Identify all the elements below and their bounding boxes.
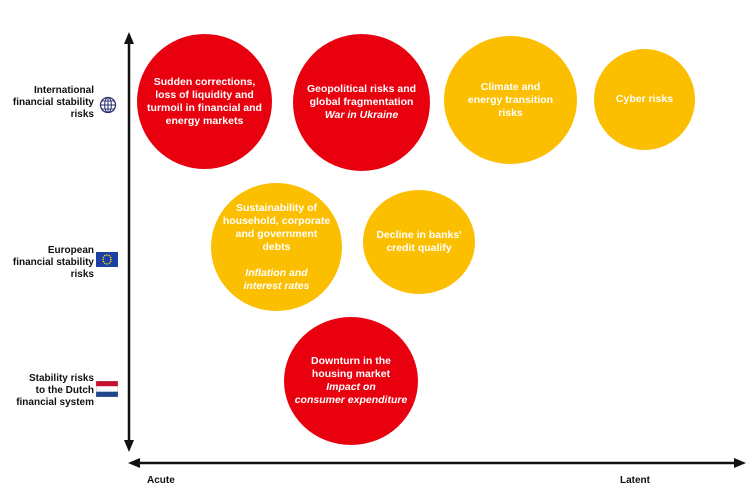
risk-text: and government debts xyxy=(235,227,318,253)
globe-icon xyxy=(99,96,117,114)
axis-arrow-left-icon xyxy=(128,458,140,468)
risk-bubble-geopolitical: Geopolitical risks and global fragmentat… xyxy=(293,34,430,171)
risk-text: Downturn in the xyxy=(311,355,391,367)
risk-text: turmoil in financial and xyxy=(147,101,262,114)
axis-label-acute: Acute xyxy=(147,475,175,486)
eu-flag-icon xyxy=(96,252,118,267)
row-label-line: Stability risks xyxy=(28,373,94,384)
axis-arrow-up-icon xyxy=(124,32,134,44)
risk-text: risks xyxy=(498,106,523,119)
risk-text: global fragmentation xyxy=(309,96,414,108)
row-label-line: risks xyxy=(70,109,94,120)
risk-bubble-banks: Decline in banks' credit qualify xyxy=(363,190,475,294)
risk-text: Sudden corrections, xyxy=(153,75,256,88)
row-label-european: European financial stability risks xyxy=(10,245,94,281)
vertical-axis xyxy=(124,32,134,452)
row-label-line: International xyxy=(33,85,94,96)
risk-subtext: consumer expenditure xyxy=(294,394,408,406)
row-label-line: financial stability xyxy=(12,97,94,108)
risk-subtext: interest rates xyxy=(243,279,310,292)
axis-label-latent: Latent xyxy=(620,475,650,486)
risk-text: Geopolitical risks and xyxy=(306,83,417,95)
row-label-line: European xyxy=(47,245,94,256)
risk-text: housing market xyxy=(311,368,391,380)
risk-text: Cyber risks xyxy=(615,93,674,105)
row-label-line: financial stability xyxy=(12,257,94,268)
row-label-dutch: Stability risks to the Dutch financial s… xyxy=(10,373,94,409)
risk-text: energy markets xyxy=(165,114,244,127)
axis-arrow-down-icon xyxy=(124,440,134,452)
risk-bubble-cyber: Cyber risks xyxy=(594,49,695,150)
risk-bubble-housing: Downturn in the housing market Impact on… xyxy=(284,317,418,445)
row-label-line: to the Dutch xyxy=(35,385,94,396)
risk-subtext: Inflation and xyxy=(245,266,308,279)
axis-arrow-right-icon xyxy=(734,458,746,468)
risk-text: household, corporate xyxy=(222,214,331,227)
risk-subtext: Impact on xyxy=(326,381,376,393)
netherlands-flag-icon xyxy=(96,381,118,397)
risk-subtext: War in Ukraine xyxy=(324,109,399,121)
horizontal-axis xyxy=(128,458,746,468)
risk-text: Climate and xyxy=(480,80,541,93)
row-label-line: risks xyxy=(70,269,94,280)
risk-text: loss of liquidity and xyxy=(155,88,254,101)
risk-text: credit qualify xyxy=(386,242,452,254)
risk-text: Sustainability of xyxy=(235,201,318,214)
row-label-international: International financial stability risks xyxy=(10,85,94,121)
risk-bubble-corrections: Sudden corrections, loss of liquidity an… xyxy=(137,34,272,169)
risk-text: energy transition xyxy=(467,93,554,106)
risk-text: Decline in banks' xyxy=(376,229,462,241)
risk-bubble-debts: Sustainability of household, corporate a… xyxy=(211,183,342,311)
risk-bubble-climate: Climate and energy transition risks xyxy=(444,36,577,164)
row-label-line: financial system xyxy=(16,397,94,408)
